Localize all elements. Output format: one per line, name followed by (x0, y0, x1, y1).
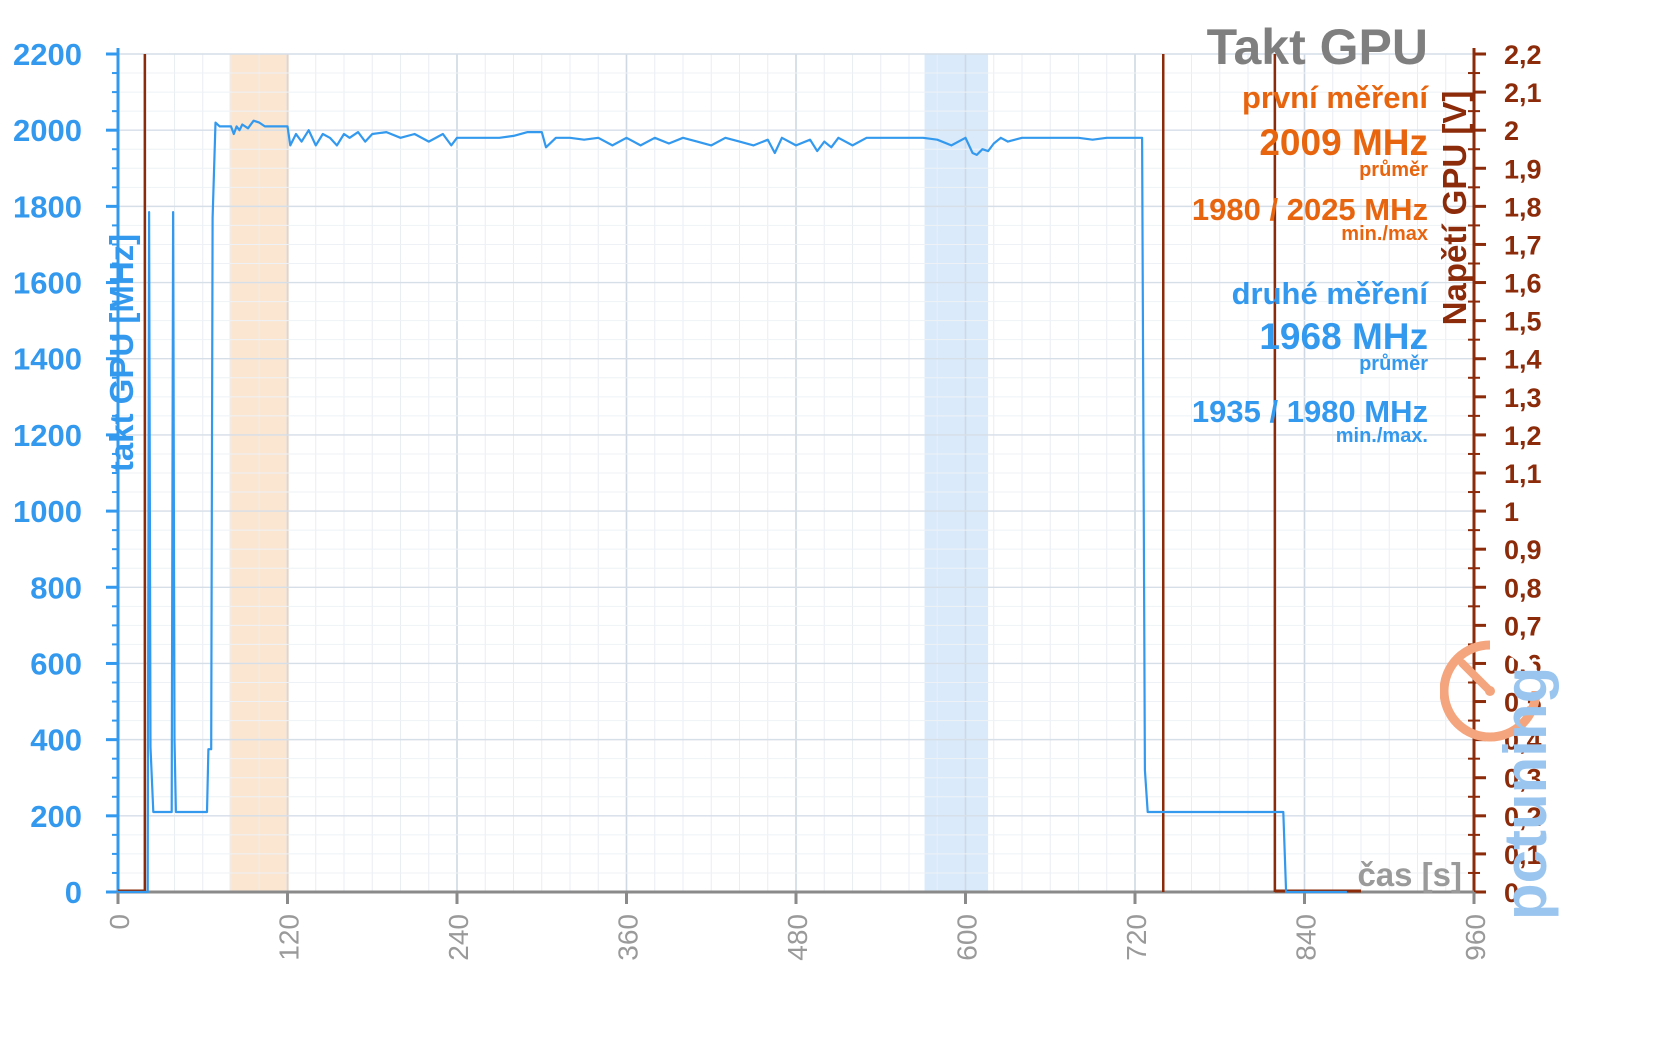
y-tick-label: 600 (30, 646, 82, 681)
y2-tick-label: 2,1 (1504, 78, 1542, 108)
y2-tick-label: 1,4 (1504, 345, 1542, 375)
x-tick-label: 960 (1460, 914, 1491, 961)
y2-tick-label: 2,2 (1504, 40, 1542, 70)
x-tick-label: 120 (274, 914, 305, 961)
y-axis-title: takt GPU [MHz] (103, 234, 140, 472)
series-line-druhe-mereni (118, 119, 1347, 894)
logo-needle (1458, 659, 1494, 695)
y-tick-label: 400 (30, 723, 82, 758)
x-tick-label: 480 (782, 914, 813, 961)
y2-tick-label: 1,3 (1504, 383, 1542, 413)
y2-tick-label: 1,5 (1504, 307, 1542, 337)
grid (117, 53, 1475, 893)
y-tick-label: 800 (30, 570, 82, 605)
y2-tick-label: 1,8 (1504, 192, 1542, 222)
chart-title: Takt GPU (1206, 19, 1428, 75)
y2-tick-label: 2 (1504, 116, 1519, 146)
first-measurement-label: první měření (1241, 80, 1428, 115)
x-tick-label: 600 (952, 914, 983, 961)
y2-tick-label: 0,9 (1504, 535, 1542, 565)
second-minmax: 1935 / 1980 MHz (1191, 394, 1428, 429)
y-tick-label: 1800 (13, 189, 82, 224)
y-tick-label: 2000 (13, 113, 82, 148)
y2-tick-label: 0,7 (1504, 611, 1542, 641)
y2-tick-label: 0,3 (1504, 764, 1542, 794)
y2-tick-label: 0,1 (1504, 840, 1542, 870)
y2-tick-label: 1,7 (1504, 230, 1542, 260)
y2-tick-label: 1,1 (1504, 459, 1542, 489)
second-avg-caption: průměr (1359, 353, 1428, 375)
y-tick-label: 1600 (13, 266, 82, 301)
y2-tick-label: 1,6 (1504, 269, 1542, 299)
axes (106, 48, 1486, 904)
y-tick-label: 0 (65, 875, 82, 910)
x-tick-label: 360 (613, 914, 644, 961)
pctuning-logo: pctuning (1440, 639, 1559, 920)
series-layer (118, 54, 1361, 894)
x-tick-label: 240 (443, 914, 474, 961)
x-tick-label: 840 (1291, 914, 1322, 961)
second-measurement-label: druhé měření (1231, 276, 1428, 311)
y2-tick-label: 0,8 (1504, 573, 1542, 603)
y2-tick-label: 0,2 (1504, 802, 1542, 832)
y-tick-label: 1400 (13, 342, 82, 377)
y2-tick-label: 1,9 (1504, 154, 1542, 184)
y2-tick-label: 1,2 (1504, 421, 1542, 451)
x-axis-title: čas [s] (1357, 856, 1462, 893)
y2-tick-label: 0 (1504, 878, 1519, 908)
logo-hub (1485, 686, 1495, 696)
first-minmax-caption: min./max (1341, 223, 1428, 245)
y-tick-label: 200 (30, 799, 82, 834)
logo-dial-gap (1489, 639, 1542, 692)
second-minmax-caption: min./max. (1335, 425, 1428, 447)
y2-axis-title: Napětí GPU [V] (1436, 91, 1473, 326)
x-tick-label: 720 (1121, 914, 1152, 961)
y-tick-label: 1000 (13, 494, 82, 529)
logo-text: pctuning (1492, 667, 1559, 920)
second-avg: 1968 MHz (1259, 316, 1428, 357)
first-avg-caption: průměr (1359, 159, 1428, 181)
y2-tick-label: 1 (1504, 497, 1519, 527)
y-tick-label: 1200 (13, 418, 82, 453)
first-avg: 2009 MHz (1259, 122, 1428, 163)
x-tick-label: 0 (104, 914, 135, 930)
first-minmax: 1980 / 2025 MHz (1191, 192, 1428, 227)
tick-labels: 0200400600800100012001400160018002000220… (13, 37, 1542, 961)
y-tick-label: 2200 (13, 37, 82, 72)
